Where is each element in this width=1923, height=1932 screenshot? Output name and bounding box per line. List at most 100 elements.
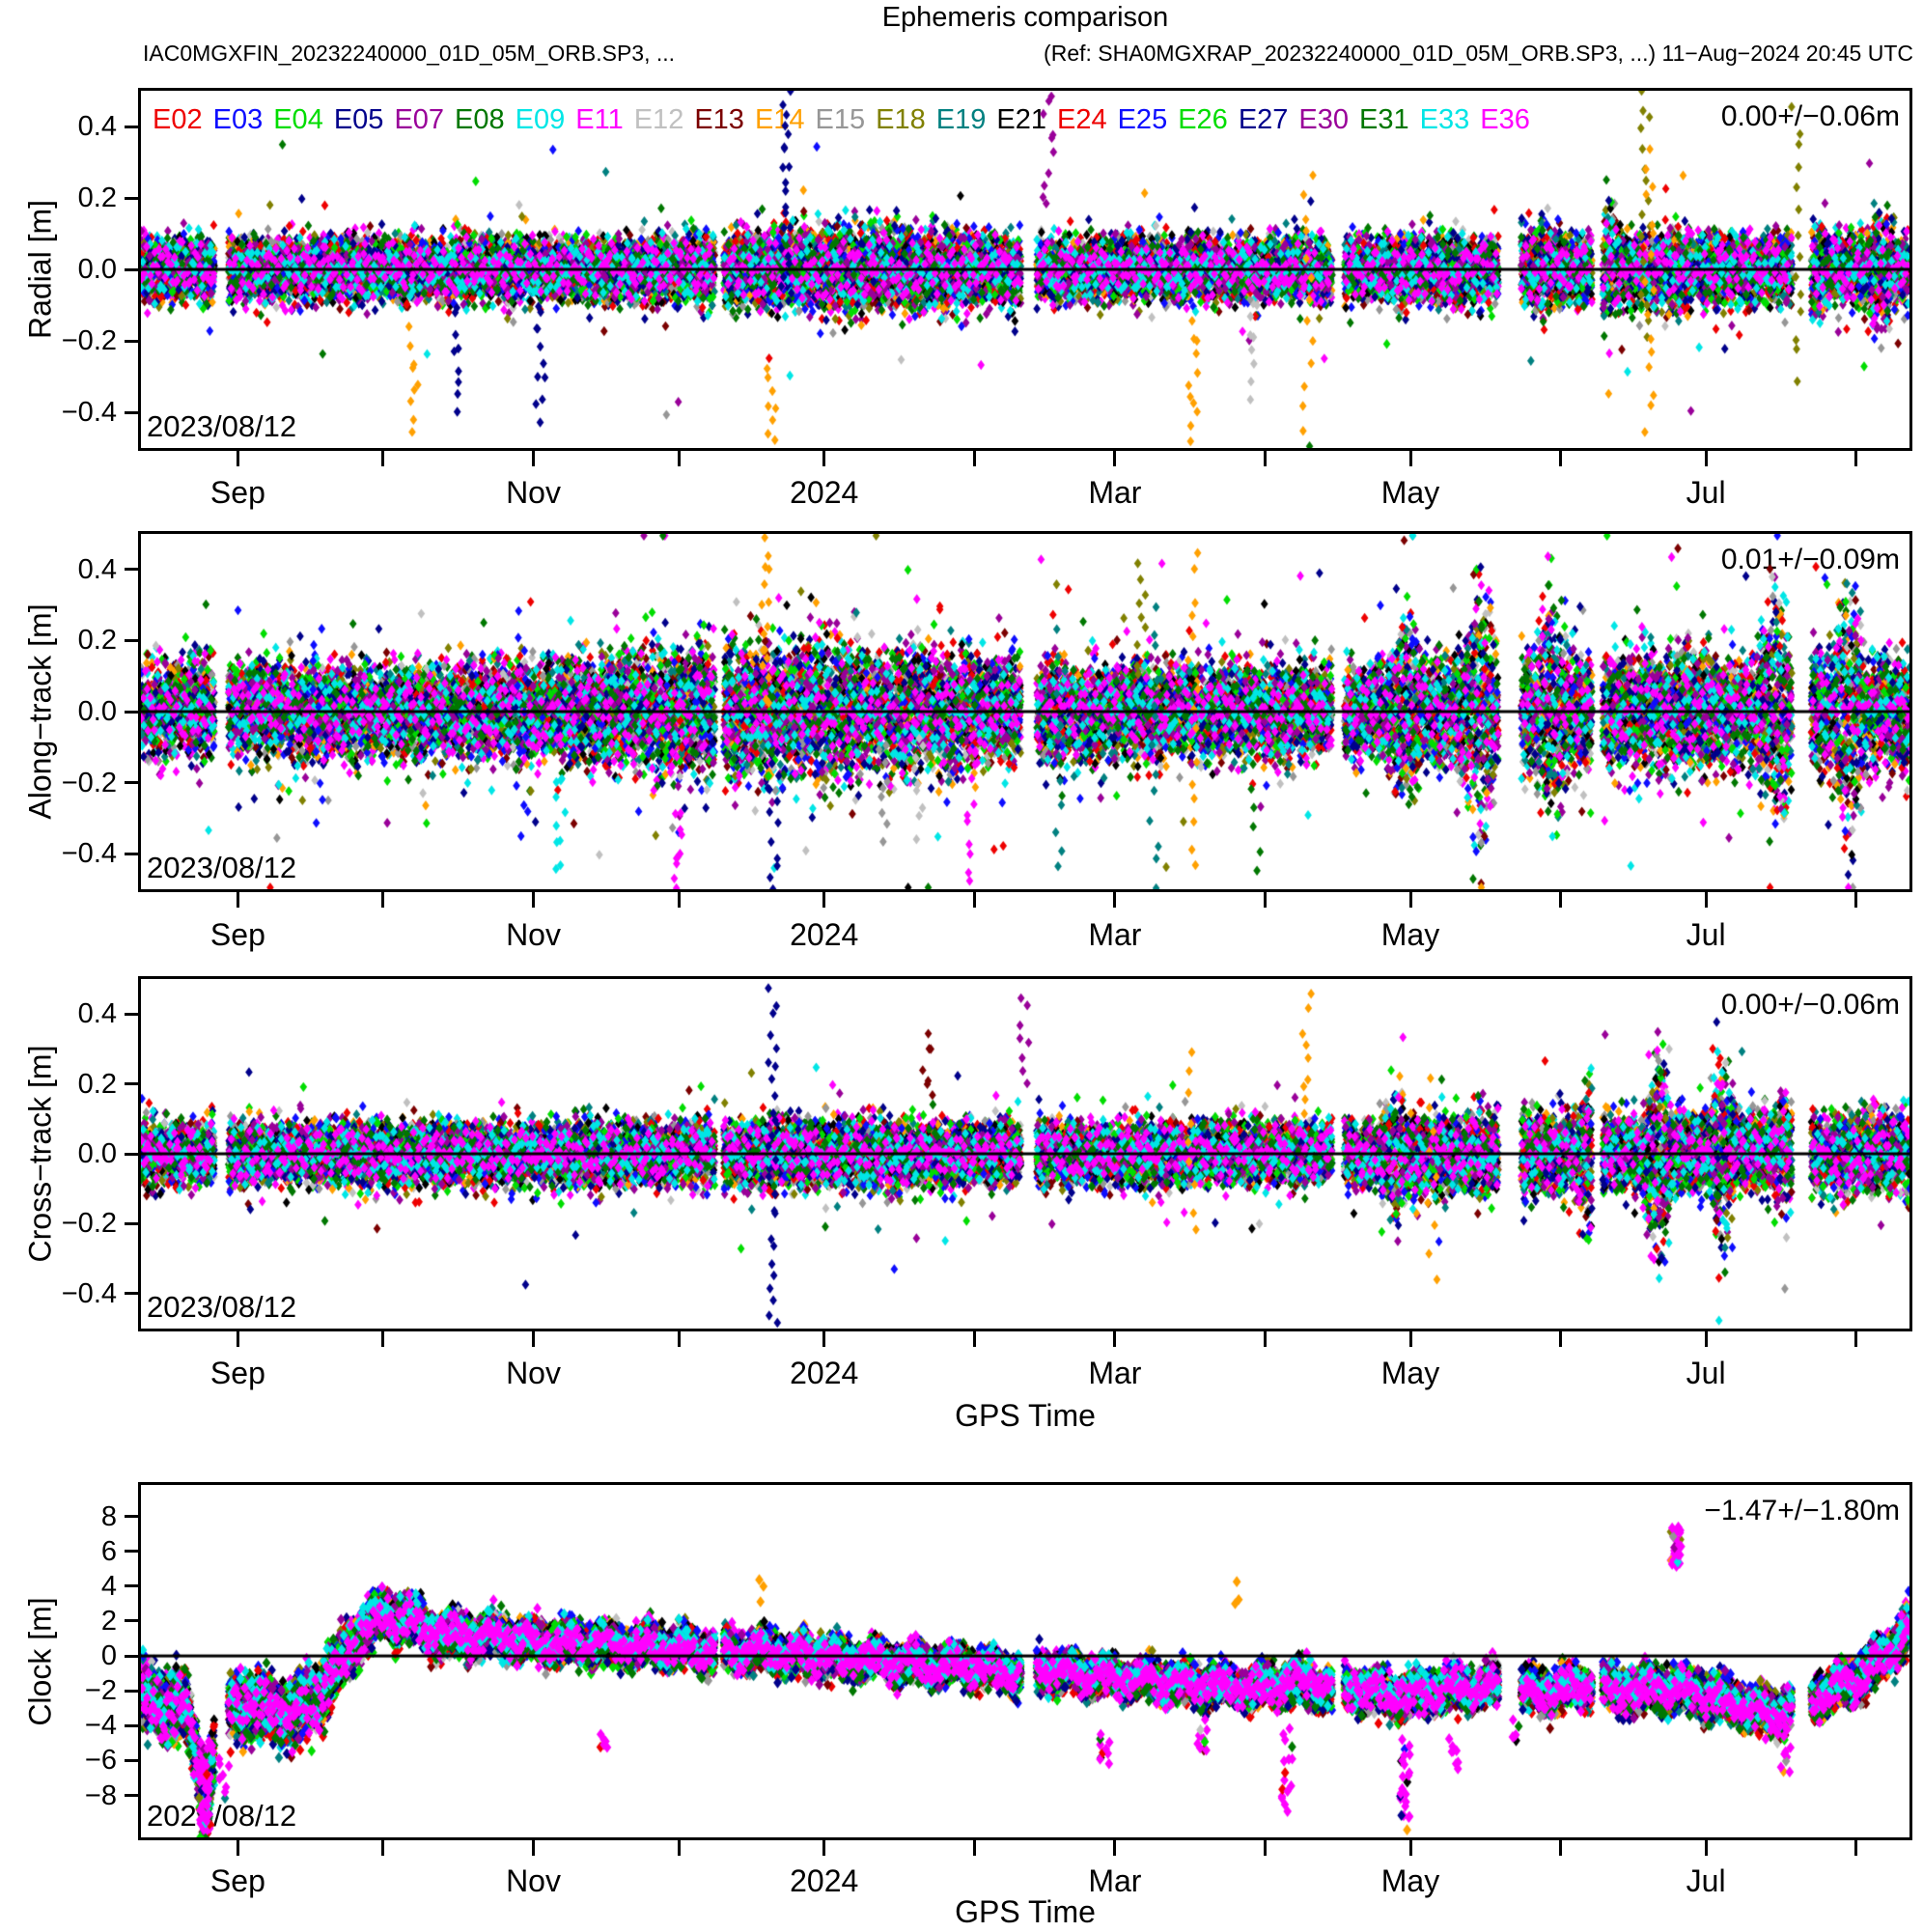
- cross-track-x-tick: [822, 1331, 826, 1347]
- clock-y-tick-label: 4: [100, 1570, 117, 1602]
- cross-track-x-tick: [1408, 1331, 1412, 1347]
- radial-x-tick: [1408, 451, 1412, 466]
- radial-y-tick-label: −0.4: [61, 397, 117, 428]
- cross-track-x-tick: [972, 1331, 976, 1347]
- along-track-plot-canvas: [141, 534, 1909, 889]
- along-track-y-tick: [125, 781, 138, 785]
- clock-y-tick: [125, 1794, 138, 1798]
- along-track-x-tick: [236, 892, 239, 908]
- along-track-x-tick: [972, 892, 976, 908]
- clock-x-tick-label-Jul: Jul: [1686, 1863, 1726, 1898]
- along-track-x-tick-label-Sep: Sep: [209, 917, 265, 952]
- clock-x-tick-label-Mar: Mar: [1088, 1863, 1142, 1898]
- cross-track-plot-canvas: [141, 979, 1909, 1329]
- clock-x-tick-label-2024: 2024: [790, 1863, 859, 1898]
- radial-x-tick: [822, 451, 826, 466]
- cross-track-x-tick: [236, 1331, 239, 1347]
- radial-x-tick-label-Sep: Sep: [209, 475, 265, 510]
- clock-x-tick: [1704, 1840, 1708, 1856]
- subtitle-left-file: IAC0MGXFIN_20232240000_01D_05M_ORB.SP3, …: [143, 41, 676, 66]
- clock-x-tick: [532, 1840, 536, 1856]
- radial-x-tick-label-2024: 2024: [790, 475, 859, 510]
- radial-y-tick: [125, 267, 138, 271]
- radial-y-tick: [125, 410, 138, 414]
- clock-y-tick-label: 6: [100, 1535, 117, 1567]
- figure-title: Ephemeris comparison: [881, 2, 1169, 33]
- along-track-y-tick: [125, 852, 138, 855]
- radial-x-tick-label-May: May: [1380, 475, 1440, 510]
- along-track-x-tick: [822, 892, 826, 908]
- along-track-y-tick-label: 0.4: [77, 553, 117, 585]
- radial-x-tick: [972, 451, 976, 466]
- cross-track-x-tick: [1113, 1331, 1117, 1347]
- cross-track-x-tick: [1854, 1331, 1858, 1347]
- cross-track-x-tick-label-Sep: Sep: [209, 1356, 265, 1390]
- clock-x-tick: [381, 1840, 385, 1856]
- cross-track-y-tick: [125, 1012, 138, 1016]
- clock-y-tick: [125, 1758, 138, 1762]
- clock-x-tick: [1559, 1840, 1563, 1856]
- along-track-x-tick: [381, 892, 385, 908]
- radial-y-tick-label: −0.2: [61, 325, 117, 356]
- radial-x-tick-label-Mar: Mar: [1088, 475, 1142, 510]
- along-track-x-tick-label-Mar: Mar: [1088, 917, 1142, 952]
- along-track-x-tick: [1263, 892, 1267, 908]
- clock-y-tick-label: 2: [100, 1605, 117, 1637]
- radial-x-tick: [677, 451, 681, 466]
- radial-x-tick: [1559, 451, 1563, 466]
- along-track-x-tick-label-Nov: Nov: [506, 917, 561, 952]
- radial-y-tick: [125, 339, 138, 343]
- clock-y-tick-label: −4: [84, 1710, 117, 1742]
- along-track-x-tick: [1408, 892, 1412, 908]
- clock-x-tick: [972, 1840, 976, 1856]
- clock-y-tick-label: −8: [84, 1779, 117, 1811]
- cross-track-x-tick: [677, 1331, 681, 1347]
- clock-x-tick: [1113, 1840, 1117, 1856]
- cross-track-y-tick-label: −0.4: [61, 1277, 117, 1309]
- along-track-y-tick: [125, 710, 138, 714]
- radial-x-tick-label-Jul: Jul: [1686, 475, 1726, 510]
- cross-track-y-tick-label: 0.2: [77, 1068, 117, 1100]
- along-track-y-tick-label: 0.0: [77, 696, 117, 727]
- clock-y-tick: [125, 1723, 138, 1727]
- clock-plot-canvas: [141, 1485, 1909, 1837]
- clock-y-tick: [125, 1689, 138, 1693]
- radial-x-tick: [1704, 451, 1708, 466]
- clock-x-tick: [236, 1840, 239, 1856]
- along-track-panel: 0.01+/−0.09m2023/08/12: [138, 531, 1912, 892]
- cross-track-x-tick-label-Nov: Nov: [506, 1356, 561, 1390]
- clock-y-tick-label: −6: [84, 1745, 117, 1777]
- cross-track-x-tick-label-2024: 2024: [790, 1356, 859, 1390]
- clock-y-tick-label: −2: [84, 1675, 117, 1707]
- radial-x-tick: [1263, 451, 1267, 466]
- clock-y-tick: [125, 1654, 138, 1658]
- clock-x-tick: [1408, 1840, 1412, 1856]
- radial-x-tick-label-Nov: Nov: [506, 475, 561, 510]
- cross-track-y-tick: [125, 1152, 138, 1156]
- cross-track-x-tick-label-Jul: Jul: [1686, 1356, 1726, 1390]
- cross-track-y-tick: [125, 1221, 138, 1225]
- clock-x-tick: [1854, 1840, 1858, 1856]
- radial-x-tick: [1113, 451, 1117, 466]
- cross-track-x-tick: [532, 1331, 536, 1347]
- cross-track-y-tick: [125, 1292, 138, 1296]
- along-track-x-tick: [1113, 892, 1117, 908]
- along-track-y-tick-label: 0.2: [77, 625, 117, 657]
- clock-y-tick: [125, 1550, 138, 1554]
- cross-track-x-tick-label-Mar: Mar: [1088, 1356, 1142, 1390]
- cross-track-x-tick: [381, 1331, 385, 1347]
- cross-track-y-tick: [125, 1082, 138, 1086]
- cross-track-y-tick-label: 0.0: [77, 1138, 117, 1169]
- radial-y-tick: [125, 196, 138, 200]
- along-track-y-tick-label: −0.4: [61, 838, 117, 870]
- clock-y-tick: [125, 1584, 138, 1588]
- along-track-y-tick: [125, 568, 138, 572]
- along-track-x-tick: [677, 892, 681, 908]
- clock-x-axis-title: GPS Time: [955, 1894, 1096, 1929]
- along-track-x-tick: [1854, 892, 1858, 908]
- cross-track-y-tick-label: 0.4: [77, 998, 117, 1030]
- clock-y-tick-label: 0: [100, 1640, 117, 1672]
- clock-x-tick-label-Nov: Nov: [506, 1863, 561, 1898]
- cross-track-x-tick: [1704, 1331, 1708, 1347]
